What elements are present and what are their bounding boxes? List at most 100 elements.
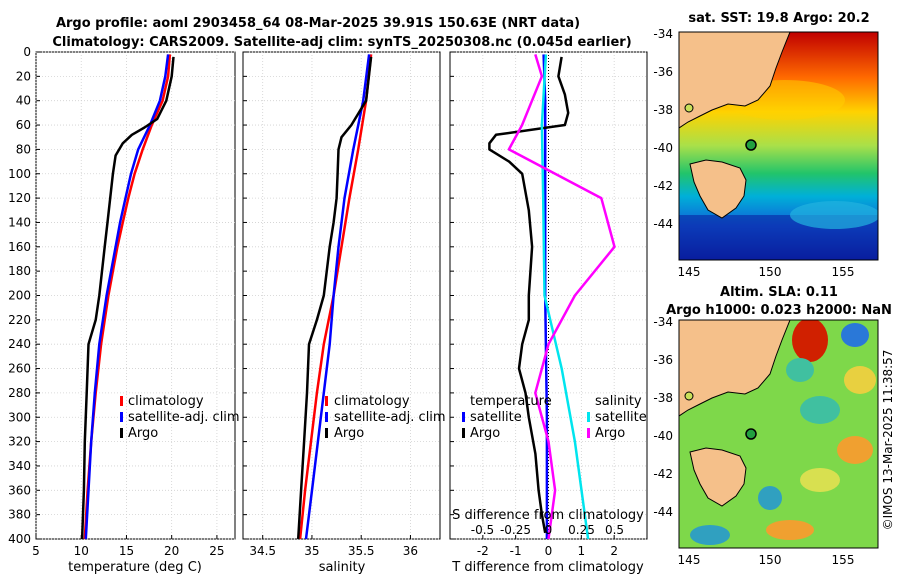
lon-tick-label: 155 (832, 553, 855, 567)
salinity-diff-ticks: -0.5 -0.25 0 0.25 0.5 (471, 523, 624, 537)
sst-island-marker (684, 103, 694, 113)
legend-swatch-argo (462, 428, 465, 438)
x-tick-label: 0 (545, 544, 553, 558)
sst-map: sat. SST: 19.8 Argo: 20.2 -34 -36 -38 -40 -4… (653, 11, 879, 279)
sst-lat-ticks: -34 -36 -38 -40 -42 -44 (653, 27, 673, 231)
y-tick-label: 380 (8, 508, 31, 522)
temperature-axis-ticks: 5 10 15 20 25 (32, 535, 225, 558)
x-tick-label: 35 (304, 544, 319, 558)
legend-label-argo: Argo (128, 426, 158, 441)
x-tick-label: 1 (578, 544, 586, 558)
y-tick-label: 20 (16, 69, 31, 83)
x-tick-label: -2 (477, 544, 489, 558)
y-tick-label: 100 (8, 167, 31, 181)
lat-tick-label: -40 (653, 141, 673, 155)
lat-tick-label: -38 (653, 103, 673, 117)
sla-eddy-2 (841, 323, 869, 347)
y-tick-label: 240 (8, 337, 31, 351)
x-tick-label: 2 (610, 544, 618, 558)
difference-lines (488, 54, 616, 540)
y-tick-label: 400 (8, 532, 31, 546)
temperature-xlabel: temperature (deg C) (68, 560, 202, 575)
legend-swatch-satellite (325, 412, 328, 422)
y-tick-label: 260 (8, 362, 31, 376)
legend-label-salinity: salinity (595, 394, 642, 409)
series-line-satellite-adj-clim (84, 54, 170, 540)
sla-tasmania (689, 447, 747, 507)
lat-tick-label: -44 (653, 505, 673, 519)
x-tick-label: 15 (119, 544, 134, 558)
lon-tick-label: 150 (759, 553, 782, 567)
sst-mainland (679, 32, 791, 129)
top-tick-label: 0.5 (605, 523, 624, 537)
y-tick-label: 280 (8, 386, 31, 400)
lat-tick-label: -40 (653, 429, 673, 443)
x-tick-label: 10 (74, 544, 89, 558)
top-tick-label: 0 (545, 523, 553, 537)
top-tick-label: -0.25 (500, 523, 531, 537)
x-tick-label: -1 (510, 544, 522, 558)
sla-eddy-9 (800, 468, 840, 492)
lat-tick-label: -36 (653, 65, 673, 79)
y-tick-label: 40 (16, 94, 31, 108)
y-tick-label: 300 (8, 410, 31, 424)
legend-label-argo: Argo (334, 426, 364, 441)
lat-tick-label: -38 (653, 391, 673, 405)
y-tick-label: 160 (8, 240, 31, 254)
salinity-axis-ticks: 34.5 35 35.5 36 (249, 535, 418, 558)
temperature-legend: climatology satellite-adj. clim Argo (120, 394, 240, 441)
credit-text: ©IMOS 13-Mar-2025 11:38:57 (881, 350, 895, 531)
y-tick-label: 220 (8, 313, 31, 327)
lat-tick-label: -42 (653, 179, 673, 193)
y-tick-label: 120 (8, 191, 31, 205)
difference-legend-salinity: salinity satellite Argo (587, 394, 647, 441)
top-tick-label: 0.25 (568, 523, 595, 537)
y-tick-label: 80 (16, 142, 31, 156)
legend-swatch-satellite (462, 412, 465, 422)
lat-tick-label: -42 (653, 467, 673, 481)
sla-map: Altim. SLA: 0.11 Argo h1000: 0.023 h2000… (653, 285, 891, 567)
argo-position-marker-sla (745, 428, 757, 440)
lat-tick-label: -44 (653, 217, 673, 231)
legend-swatch-argo (120, 428, 123, 438)
x-tick-label: 5 (32, 544, 40, 558)
salinity-xlabel: salinity (319, 560, 366, 575)
y-tick-label: 200 (8, 289, 31, 303)
legend-swatch-climatology (325, 396, 328, 406)
y-tick-label: 60 (16, 118, 31, 132)
sla-island-marker (684, 391, 694, 401)
difference-xlabel-top: S difference from climatology (452, 508, 644, 523)
legend-label-climatology: climatology (128, 394, 204, 409)
series-line-temperature-argo (488, 56, 570, 534)
sla-eddy-1 (786, 358, 814, 382)
y-tick-label: 340 (8, 459, 31, 473)
sla-eddy-3 (844, 366, 876, 394)
y-tick-label: 0 (23, 45, 31, 59)
lat-tick-label: -34 (653, 315, 673, 329)
lat-tick-label: -36 (653, 353, 673, 367)
sla-map-title-line1: Altim. SLA: 0.11 (720, 285, 838, 300)
salinity-panel: 34.5 35 35.5 36 salinity climatology satell… (242, 51, 446, 575)
sla-eddy-6 (758, 486, 782, 510)
header-title-line1: Argo profile: aoml 2903458_64 08-Mar-202… (56, 16, 580, 31)
sst-tasmania (689, 159, 747, 219)
series-line-argo (80, 56, 175, 540)
sst-lon-ticks: 145 150 155 (678, 265, 855, 279)
sla-eddy-7 (690, 525, 730, 545)
legend-swatch-sal-argo (587, 428, 590, 438)
sla-high-anomaly (792, 320, 828, 362)
sla-lon-ticks: 145 150 155 (678, 553, 855, 567)
lon-tick-label: 150 (759, 265, 782, 279)
sst-cool-patch (790, 201, 878, 229)
sla-map-title-line2: Argo h1000: 0.023 h2000: NaN (666, 303, 892, 318)
lon-tick-label: 145 (678, 553, 701, 567)
y-tick-label: 180 (8, 264, 31, 278)
x-tick-label: 36 (403, 544, 418, 558)
temperature-panel: 0 20 40 60 80 100 120 140 160 180 200 220 240 260 280 3… (8, 45, 240, 575)
series-line-satellite-adj-clim (304, 54, 371, 540)
difference-legend-temperature: temperature satellite Argo (462, 394, 552, 441)
top-tick-label: -0.5 (471, 523, 494, 537)
difference-panel: -2 -1 0 1 2 T difference from climatology S … (449, 51, 648, 575)
legend-label-sal-satellite: satellite (595, 410, 647, 425)
